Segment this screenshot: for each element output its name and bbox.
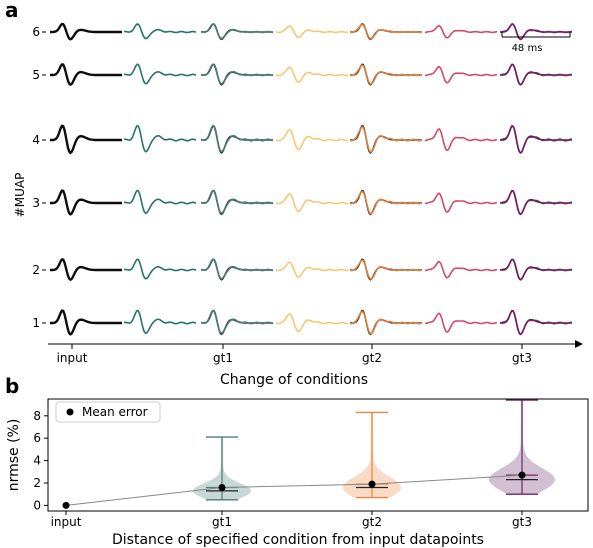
muap-trace [424, 128, 498, 152]
muap-trace [349, 259, 423, 280]
muap-trace [349, 125, 423, 153]
muap-trace [349, 310, 423, 335]
muap-trace [275, 66, 349, 83]
muap-trace [424, 65, 498, 84]
y-tick-label: 2 [33, 476, 41, 490]
legend-marker [66, 408, 74, 416]
muap-trace [349, 190, 423, 215]
x-tick-label: gt2 [362, 351, 382, 365]
muap-trace [424, 192, 498, 213]
muap-trace [275, 313, 349, 333]
muap-reference-trace [201, 124, 273, 154]
y-tick-label: 2 [32, 263, 40, 277]
mean-error-point [62, 501, 70, 509]
x-tick-label: input [57, 351, 88, 365]
muap-trace [50, 189, 122, 216]
muap-trace [123, 63, 197, 85]
muap-trace [275, 128, 349, 151]
muap-trace [50, 124, 122, 155]
panel-a-x-axis [48, 340, 583, 348]
muap-trace [275, 193, 349, 213]
muap-trace [123, 258, 197, 280]
y-tick-label: 8 [33, 409, 41, 423]
panel-a-label: a [5, 0, 19, 22]
panel-b-plot: 0 2 4 6 8 nrmse (%) input gt1 gt2 gt3 Distance of … [6, 398, 589, 548]
y-tick-label: 6 [33, 431, 41, 445]
muap-reference-trace [201, 189, 273, 216]
muap-trace [123, 124, 197, 153]
panel-a-traces [50, 22, 573, 336]
panel-a-y-ticks: 1 2 3 4 5 6 [32, 25, 46, 330]
y-tick-label: 3 [32, 196, 40, 210]
muap-trace [200, 258, 274, 280]
mean-error-point [368, 480, 376, 488]
muap-trace [499, 190, 573, 216]
muap-trace [499, 310, 573, 336]
y-tick-label: 1 [32, 316, 40, 330]
muap-trace [499, 125, 573, 154]
panel-b-y-label: nrmse (%) [6, 419, 22, 492]
muap-trace [275, 25, 349, 39]
legend-box [55, 401, 161, 423]
mean-error-line [65, 474, 523, 506]
muap-reference-trace [201, 63, 273, 86]
muap-reference-trace [201, 309, 273, 336]
muap-trace [424, 312, 498, 333]
y-tick-label: 4 [32, 133, 40, 147]
legend-label: Mean error [82, 405, 148, 419]
scale-bar-label: 48 ms [512, 43, 543, 54]
y-tick-label: 6 [32, 25, 40, 39]
muap-trace [50, 63, 122, 87]
muap-trace [349, 64, 423, 85]
muap-trace [200, 63, 274, 85]
muap-trace [50, 22, 122, 41]
y-tick-label: 5 [32, 68, 40, 82]
muap-trace [499, 23, 572, 41]
muap-trace [50, 309, 122, 336]
muap-trace [424, 260, 498, 279]
muap-trace [349, 23, 423, 40]
panel-b-x-label: Distance of specified condition from inp… [112, 532, 484, 548]
muap-trace [499, 258, 573, 281]
mean-error-point [518, 471, 526, 479]
panel-b-frame [47, 398, 589, 512]
muap-trace [123, 189, 197, 215]
panel-a-x-ticks: input gt1 gt2 gt3 [57, 344, 532, 365]
x-tick-label: gt3 [512, 351, 532, 365]
x-tick-label: gt1 [212, 515, 232, 529]
y-tick-label: 0 [33, 498, 41, 512]
panel-a-y-label: #MUAP [13, 173, 27, 218]
scale-bar: 48 ms [501, 32, 571, 54]
panel-b-label: b [5, 374, 19, 398]
muap-trace [499, 63, 573, 86]
mean-error-point [218, 483, 226, 491]
muap-reference-trace [201, 258, 273, 281]
x-tick-label: gt3 [512, 515, 532, 529]
muap-trace [275, 261, 349, 278]
muap-trace [200, 124, 274, 153]
muap-trace [200, 309, 274, 335]
muap-trace [123, 23, 197, 40]
muap-trace [424, 24, 498, 39]
muap-trace [200, 189, 274, 215]
muap-trace [50, 258, 122, 282]
x-tick-label: gt1 [213, 351, 233, 365]
muap-trace [200, 23, 274, 40]
panel-a-x-label: Change of conditions [220, 372, 368, 388]
muap-trace [123, 309, 197, 335]
y-tick-label: 4 [33, 454, 41, 468]
x-tick-label: input [51, 515, 82, 529]
x-tick-label: gt2 [362, 515, 382, 529]
